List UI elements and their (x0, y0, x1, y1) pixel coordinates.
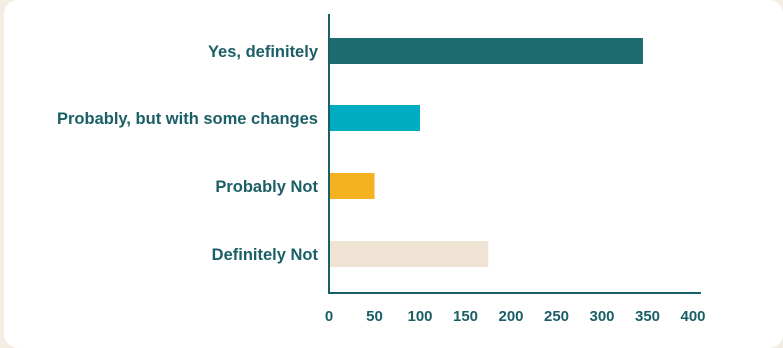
category-labels: Yes, definitely Probably, but with some c… (57, 43, 319, 264)
bar-definitely-not (330, 241, 489, 267)
bar-chart: Yes, definitely Probably, but with some c… (57, 14, 706, 325)
x-tick-label: 300 (589, 308, 614, 325)
x-tick-label: 250 (544, 308, 569, 325)
category-label: Probably, but with some changes (57, 110, 318, 128)
x-tick-label: 50 (366, 308, 383, 325)
x-tick-label: 100 (407, 308, 432, 325)
x-tick-label: 400 (680, 308, 705, 325)
bar-probably-but-with-some-changes (330, 105, 420, 131)
bar-probably-not (330, 173, 375, 199)
category-label: Yes, definitely (208, 43, 319, 61)
x-tick-label: 150 (453, 308, 478, 325)
x-tick-labels: 0 50 100 150 200 250 300 350 400 (325, 308, 706, 325)
category-label: Probably Not (215, 178, 318, 196)
category-label: Definitely Not (212, 246, 319, 264)
bar-yes-definitely (330, 38, 643, 64)
bars-group (330, 38, 643, 267)
x-tick-label: 200 (498, 308, 523, 325)
x-tick-label: 0 (325, 308, 333, 325)
x-tick-label: 350 (635, 308, 660, 325)
chart-card: Yes, definitely Probably, but with some c… (4, 0, 783, 348)
